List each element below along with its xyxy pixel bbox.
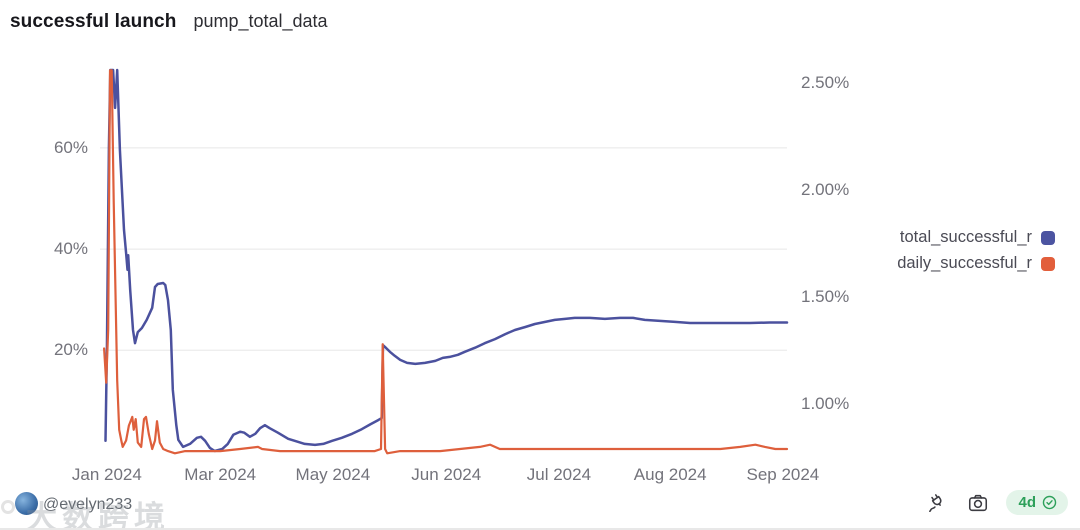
refresh-badge[interactable]: 4d bbox=[1006, 490, 1068, 515]
embed-actions: 4d bbox=[926, 490, 1068, 515]
verified-check-icon bbox=[1042, 495, 1057, 510]
x-axis-tick: Jun 2024 bbox=[411, 465, 482, 484]
chart-legend: total_successful_r daily_successful_r bbox=[897, 228, 1055, 273]
chart-query-name: pump_total_data bbox=[193, 11, 328, 31]
legend-swatch-daily bbox=[1041, 256, 1055, 271]
legend-item-daily[interactable]: daily_successful_r bbox=[897, 254, 1055, 273]
screenshot-button[interactable] bbox=[966, 491, 990, 515]
x-axis-tick: Mar 2024 bbox=[184, 465, 257, 484]
chart-header: successful launch pump_total_data bbox=[10, 11, 328, 33]
avatar[interactable] bbox=[15, 492, 38, 515]
x-axis-tick: Aug 2024 bbox=[633, 465, 707, 484]
y-axis-right-tick: 2.50% bbox=[801, 73, 850, 93]
y-axis-right-tick: 1.50% bbox=[801, 287, 850, 307]
camera-icon bbox=[969, 494, 988, 511]
legend-swatch-total bbox=[1041, 230, 1055, 245]
y-axis-right-tick: 1.00% bbox=[801, 394, 850, 414]
legend-label-total: total_successful_r bbox=[899, 228, 1032, 246]
series-line-total_successful_r bbox=[104, 68, 789, 453]
y-axis-right-tick: 2.00% bbox=[801, 180, 850, 200]
chart-title: successful launch bbox=[10, 11, 177, 32]
user-handle[interactable]: @evelyn233 bbox=[43, 496, 133, 513]
x-axis-tick: Sep 2024 bbox=[746, 465, 820, 484]
x-axis-tick: Jan 2024 bbox=[71, 465, 142, 484]
legend-label-daily: daily_successful_r bbox=[897, 254, 1032, 272]
y-axis-left-tick: 60% bbox=[53, 137, 88, 157]
x-axis-tick: Jul 2024 bbox=[526, 465, 592, 484]
y-axis-left-tick: 40% bbox=[53, 239, 88, 259]
y-axis-left-tick: 20% bbox=[53, 340, 88, 360]
series-line-daily_successful_r bbox=[102, 69, 789, 455]
x-axis-tick: May 2024 bbox=[295, 465, 371, 484]
plug-button[interactable] bbox=[926, 491, 950, 515]
legend-item-total[interactable]: total_successful_r bbox=[900, 228, 1055, 247]
refresh-age: 4d bbox=[1018, 494, 1036, 511]
plug-icon bbox=[929, 493, 942, 512]
